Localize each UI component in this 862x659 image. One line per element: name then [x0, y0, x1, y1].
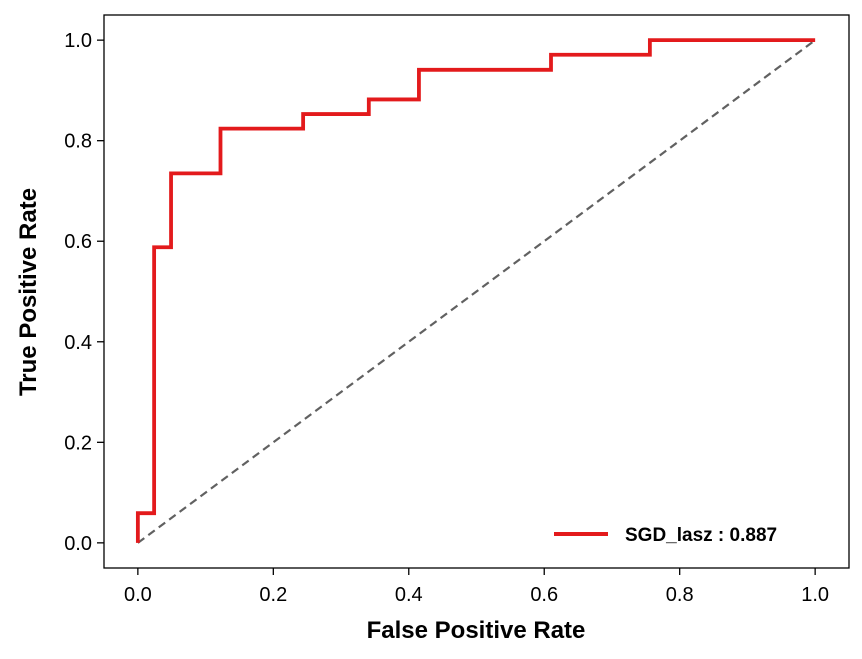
x-tick-label: 0.6	[530, 584, 558, 606]
y-tick-label: 0.0	[64, 533, 92, 555]
x-tick-label: 0.2	[259, 584, 287, 606]
y-tick-label: 0.8	[64, 131, 92, 153]
y-tick-label: 1.0	[64, 30, 92, 52]
y-tick-label: 0.4	[64, 332, 92, 354]
y-tick-label: 0.6	[64, 231, 92, 253]
x-tick-label: 0.0	[124, 584, 152, 606]
x-tick-label: 0.8	[666, 584, 694, 606]
plot-frame	[103, 14, 850, 569]
roc-curve-line	[135, 38, 816, 543]
x-tick-label: 0.4	[395, 584, 423, 606]
plot-layer	[135, 38, 816, 544]
legend: SGD_lasz : 0.887	[554, 525, 777, 546]
tick-layer: 0.0 0.2 0.4 0.6 0.8 1.0 0.0 0.2 0.4 0.6 0.8 1.0	[64, 30, 829, 606]
x-axis-title: False Positive Rate	[367, 617, 586, 644]
x-tick-label: 1.0	[801, 584, 829, 606]
y-tick-label: 0.2	[64, 432, 92, 454]
y-axis-title: True Positive Rate	[15, 188, 42, 396]
chance-diagonal-line	[137, 39, 816, 544]
legend-label: SGD_lasz : 0.887	[625, 525, 777, 546]
